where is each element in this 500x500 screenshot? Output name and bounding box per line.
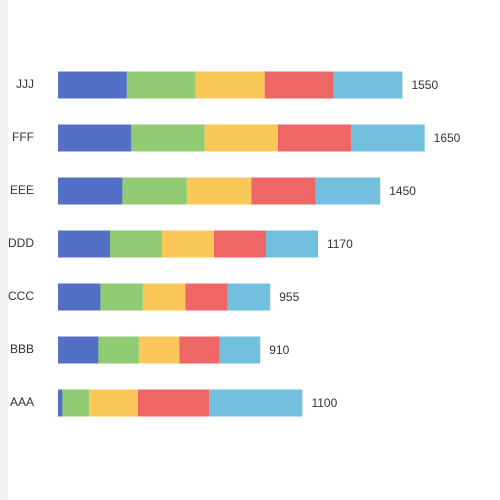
y-tick-label: FFF (12, 130, 34, 144)
bar-segment (251, 177, 316, 205)
bar-segment (100, 283, 143, 311)
bar-segment (315, 177, 381, 205)
bar-segment (58, 283, 101, 311)
total-label: 1100 (311, 396, 337, 410)
bar-segment (186, 177, 252, 205)
bar-segment (138, 389, 210, 417)
bar-segment (195, 71, 265, 99)
y-tick-label: DDD (8, 236, 34, 250)
bar-segment (98, 336, 139, 364)
total-label: 1550 (411, 78, 438, 92)
bar-segment (179, 336, 220, 364)
bar-segment (227, 283, 271, 311)
side-strip (0, 0, 8, 500)
bar-segment (58, 71, 127, 99)
bar-segment (185, 283, 228, 311)
bar-segment (131, 124, 205, 152)
total-label: 1650 (434, 131, 461, 145)
bar-segment (58, 124, 132, 152)
y-tick-label: AAA (10, 395, 34, 409)
bar-segment (89, 389, 138, 417)
total-label: 1450 (389, 184, 416, 198)
bar-segment (162, 230, 214, 258)
y-tick-label: BBB (10, 342, 34, 356)
bar-segment (214, 230, 266, 258)
bar-segment (209, 389, 303, 417)
bar-segment (58, 177, 123, 205)
bar-segment (126, 71, 196, 99)
bar-segment (110, 230, 162, 258)
bar-segment (204, 124, 278, 152)
bar-segment (138, 336, 180, 364)
bar-segment (58, 230, 110, 258)
bar-segment (142, 283, 186, 311)
bar-segment (58, 336, 99, 364)
bar-segment (122, 177, 187, 205)
y-tick-label: CCC (8, 289, 34, 303)
total-label: 1170 (327, 237, 353, 251)
bar-segment (58, 389, 63, 417)
bar-segment (278, 124, 352, 152)
bar-segment (333, 71, 403, 99)
bar-segment (264, 71, 334, 99)
total-label: 910 (269, 343, 289, 357)
bar-segment (351, 124, 425, 152)
total-label: 955 (279, 290, 299, 304)
y-tick-label: JJJ (16, 77, 34, 91)
bar-segment (266, 230, 318, 258)
bar-segment (219, 336, 261, 364)
bar-segment (62, 389, 90, 417)
y-tick-label: EEE (10, 183, 34, 197)
